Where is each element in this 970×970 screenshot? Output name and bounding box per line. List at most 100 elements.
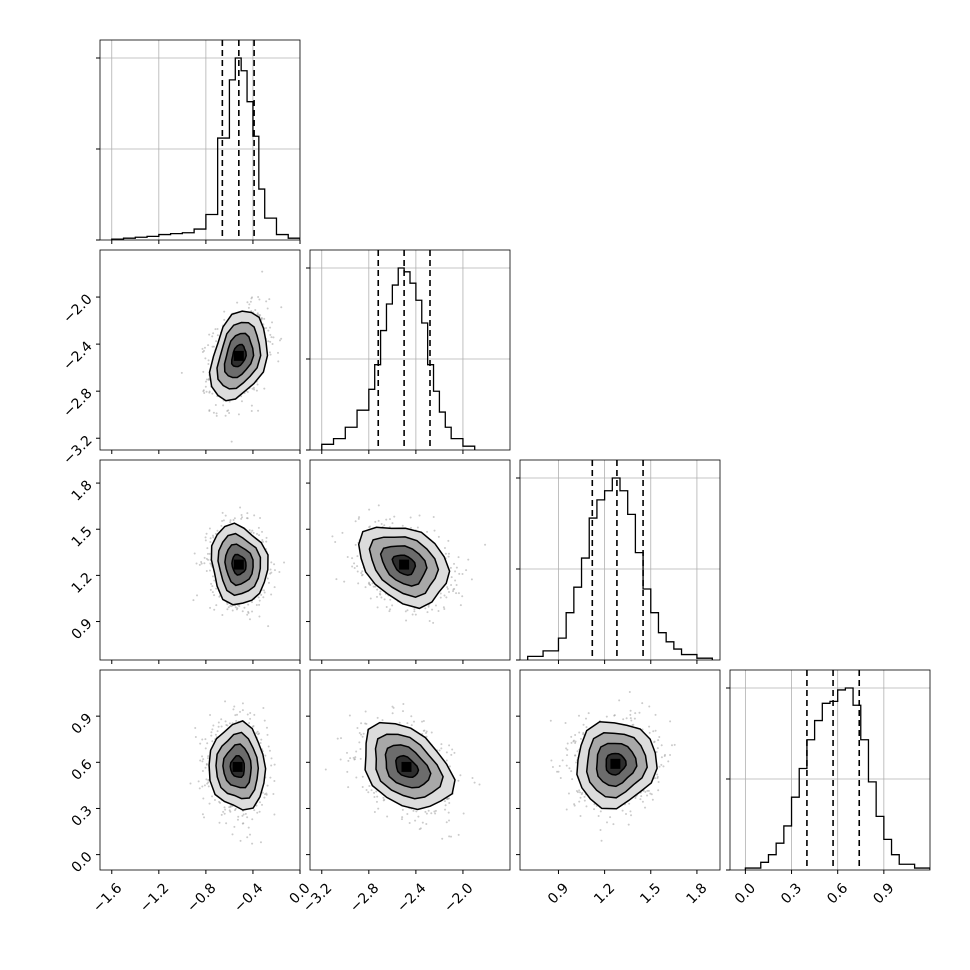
scatter-point	[340, 737, 343, 740]
scatter-point	[236, 607, 239, 610]
x-tick-label: 0.3	[778, 880, 805, 907]
scatter-point	[572, 740, 575, 743]
scatter-point	[199, 759, 202, 762]
scatter-point	[270, 561, 273, 564]
scatter-point	[211, 585, 214, 588]
scatter-point	[233, 825, 236, 828]
scatter-point	[567, 792, 570, 795]
scatter-point	[658, 735, 661, 738]
scatter-point	[660, 744, 663, 747]
scatter-point	[427, 809, 430, 812]
scatter-point	[581, 791, 584, 794]
scatter-point	[657, 739, 660, 742]
scatter-point	[376, 795, 379, 798]
x-tick-label: −0.8	[184, 880, 219, 915]
scatter-point	[368, 581, 371, 584]
scatter-point	[441, 837, 444, 840]
scatter-point	[374, 520, 377, 523]
scatter-point	[478, 783, 481, 786]
panel-frame	[99, 669, 301, 871]
scatter-point	[579, 814, 582, 817]
density-panel-4-1: −1.6 −1.2 −0.8 −0.4 0.00.00.30.60.9	[69, 669, 314, 916]
scatter-point	[649, 792, 652, 795]
scatter-point	[655, 750, 658, 753]
scatter-point	[473, 781, 476, 784]
scatter-point	[232, 708, 235, 711]
scatter-point	[280, 306, 283, 309]
scatter-point	[372, 585, 375, 588]
scatter-point	[573, 803, 576, 806]
scatter-point	[459, 604, 462, 607]
density-panel-3-1: 0.9 1.2 1.5 1.8	[69, 459, 301, 664]
scatter-point	[417, 815, 420, 818]
scatter-point	[357, 517, 360, 520]
scatter-point	[204, 357, 207, 360]
scatter-point	[451, 748, 454, 751]
scatter-point	[358, 741, 361, 744]
scatter-point	[239, 710, 242, 713]
scatter-point	[600, 839, 603, 842]
scatter-point	[346, 751, 349, 754]
scatter-point	[211, 591, 214, 594]
scatter-point	[242, 813, 245, 816]
scatter-point	[203, 784, 206, 787]
scatter-point	[218, 821, 221, 824]
scatter-point	[448, 590, 451, 593]
scatter-point	[357, 582, 360, 585]
scatter-point	[405, 619, 408, 622]
scatter-point	[265, 300, 268, 303]
scatter-point	[673, 743, 676, 746]
scatter-point	[202, 390, 205, 393]
scatter-point	[380, 522, 383, 525]
scatter-point	[444, 552, 447, 555]
scatter-point	[189, 782, 192, 785]
scatter-point	[461, 595, 464, 598]
scatter-point	[364, 586, 367, 589]
scatter-point	[558, 765, 561, 768]
scatter-point	[226, 603, 229, 606]
contour-line	[229, 754, 246, 778]
scatter-point	[453, 562, 456, 565]
scatter-point	[256, 532, 259, 535]
scatter-point	[433, 810, 436, 813]
scatter-point	[215, 414, 218, 417]
scatter-point	[446, 587, 449, 590]
scatter-point	[251, 610, 254, 613]
scatter-point	[434, 604, 437, 607]
scatter-point	[255, 603, 258, 606]
scatter-point	[261, 530, 264, 533]
scatter-point	[247, 612, 250, 615]
scatter-point	[667, 760, 670, 763]
contour-line	[208, 720, 267, 811]
scatter-point	[209, 540, 212, 543]
scatter-point	[253, 713, 256, 716]
scatter-point	[208, 527, 211, 530]
scatter-point	[415, 810, 418, 813]
scatter-point	[565, 764, 568, 767]
scatter-point	[391, 604, 394, 607]
scatter-point	[227, 606, 230, 609]
scatter-point	[231, 609, 234, 612]
scatter-point	[261, 791, 264, 794]
scatter-point	[202, 370, 205, 373]
scatter-point	[234, 606, 237, 609]
scatter-point	[231, 833, 234, 836]
scatter-point	[383, 798, 386, 801]
scatter-point	[225, 822, 228, 825]
histogram-panel-4: 0.0 0.3 0.6 0.9	[726, 669, 931, 907]
scatter-point	[361, 570, 364, 573]
scatter-point	[347, 786, 350, 789]
scatter-point	[565, 808, 568, 811]
scatter-point	[255, 732, 258, 735]
scatter-point	[251, 818, 254, 821]
scatter-point	[622, 718, 625, 721]
scatter-point	[268, 351, 271, 354]
scatter-point	[212, 332, 215, 335]
scatter-point	[205, 778, 208, 781]
scatter-point	[422, 720, 425, 723]
scatter-point	[247, 306, 250, 309]
scatter-point	[257, 526, 260, 529]
scatter-point	[203, 562, 206, 565]
scatter-point	[574, 754, 577, 757]
scatter-point	[224, 414, 227, 417]
